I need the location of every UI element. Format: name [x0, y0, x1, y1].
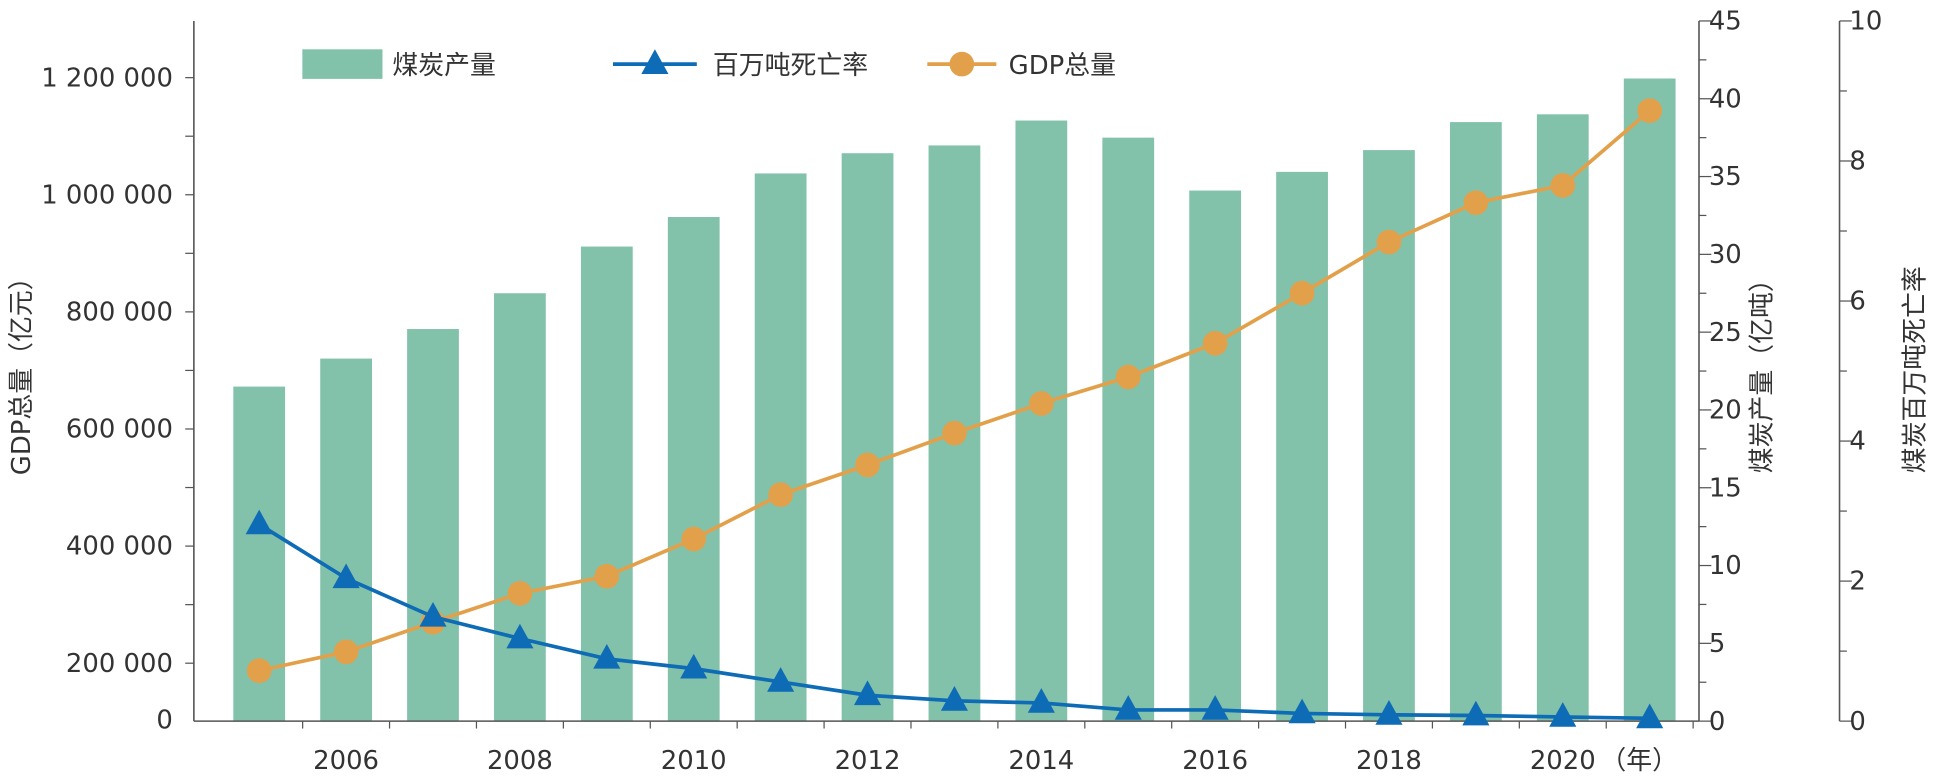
x-tick-label: 2014: [1008, 746, 1074, 776]
gdp-point-2008: [507, 581, 533, 606]
right-axis-1-tick-label: 0: [1709, 707, 1725, 737]
death-rate-point-2014: [1027, 688, 1055, 713]
x-tick-label: 2020: [1530, 746, 1596, 776]
gdp-point-2019: [1463, 190, 1489, 215]
death-rate-point-2021: [1636, 703, 1664, 729]
x-tick-label: 2016: [1182, 746, 1248, 776]
death-rate-point-2020: [1549, 702, 1577, 727]
coal-bar-2017: [1276, 171, 1328, 722]
death-rate-point-2005: [245, 509, 273, 535]
axes: 0 200 000 400 000 600 000 800 000 1 000 000 1 …: [41, 7, 1882, 777]
left-tick-label: 800 000: [66, 298, 173, 328]
coal-bar-2014: [1015, 120, 1068, 722]
left-tick-label: 200 000: [66, 649, 173, 679]
coal-bar-2011: [754, 173, 807, 722]
gdp-point-2006: [333, 639, 359, 665]
x-tick-label: 2006: [313, 746, 379, 776]
right-axis-1-tick-label: 25: [1709, 318, 1742, 348]
gdp-point-2020: [1550, 173, 1576, 198]
right-axis-1-tick-label: 10: [1709, 551, 1742, 581]
left-tick-label: 1 000 000: [41, 180, 173, 210]
gdp-point-2005: [246, 658, 272, 683]
coal-bar-2021: [1623, 78, 1676, 722]
gdp-point-2017: [1289, 280, 1315, 306]
death-rate-point-2011: [767, 667, 795, 692]
coal-bar-2006: [320, 358, 372, 722]
legend-triangle-icon: [641, 49, 669, 74]
legend-label-coal: 煤炭产量: [392, 51, 496, 81]
death-rate-point-2016: [1201, 695, 1229, 720]
right-axis-1-tick-label: 40: [1709, 84, 1742, 114]
death-rate-point-2013: [940, 686, 968, 711]
right-axis-2-tick-label: 2: [1849, 567, 1865, 597]
x-tick-label: 2018: [1356, 746, 1422, 776]
gdp-point-2018: [1376, 229, 1402, 255]
coal-bars: [233, 78, 1676, 722]
right-axis-2-tick-label: 4: [1849, 427, 1865, 457]
gdp-point-2012: [855, 452, 880, 478]
left-tick-label: 400 000: [66, 532, 173, 562]
right-axis-2-tick-label: 10: [1849, 7, 1882, 37]
gdp-point-2010: [681, 526, 707, 552]
death-rate-point-2012: [853, 680, 882, 706]
gdp-point-2009: [594, 563, 620, 589]
death-rate-point-2019: [1462, 700, 1490, 726]
right-axis-2-tick-label: 0: [1849, 707, 1865, 737]
death-rate-point-2006: [332, 563, 360, 589]
legend-label-death: 百万吨死亡率: [713, 51, 868, 81]
left-tick-label: 0: [156, 706, 172, 736]
gdp-point-2011: [768, 482, 793, 507]
gdp-point-2014: [1029, 391, 1054, 416]
coal-bar-2015: [1102, 137, 1155, 722]
right-axis-1-tick-label: 20: [1709, 396, 1742, 426]
gdp-point-2013: [942, 420, 967, 446]
death-rate-point-2009: [593, 644, 621, 669]
legend-circle-icon: [949, 51, 975, 77]
death-rate-point-2018: [1375, 700, 1403, 725]
death-rate-point-2015: [1114, 695, 1142, 720]
right-axis-2-tick-label: 6: [1849, 287, 1865, 317]
right-axis-2-title: 煤炭百万吨死亡率: [1900, 266, 1930, 473]
lines: [245, 98, 1664, 729]
coal-bar-2007: [407, 329, 459, 722]
legend-label-gdp: GDP总量: [1009, 51, 1116, 81]
gdp-point-2016: [1202, 330, 1228, 356]
left-tick-label: 1 200 000: [41, 63, 173, 93]
coal-bar-2010: [667, 217, 720, 722]
x-tick-label: 2012: [835, 746, 901, 776]
death-rate-point-2017: [1288, 698, 1316, 724]
right-axis-2-tick-label: 8: [1849, 147, 1865, 177]
right-axis-1-tick-label: 15: [1709, 473, 1742, 503]
right-axis-1-title: 煤炭产量（亿吨）: [1747, 266, 1777, 473]
right-axis-1-tick-label: 45: [1709, 7, 1742, 37]
x-tick-label: 2010: [661, 746, 727, 776]
coal-bar-2019: [1449, 122, 1502, 722]
death-rate-point-2010: [680, 653, 708, 679]
right-axis-1-tick-label: 5: [1709, 629, 1725, 659]
legend-swatch-coal: [302, 49, 383, 79]
x-axis-unit: （年）: [1600, 746, 1678, 776]
death-rate-point-2008: [506, 623, 534, 649]
coal-bar-2008: [494, 293, 546, 722]
right-axis-1-tick-label: 35: [1709, 162, 1742, 192]
gdp-point-2021: [1637, 98, 1663, 123]
gdp-point-2015: [1115, 364, 1141, 390]
left-axis-title: GDP总量（亿元）: [7, 264, 37, 475]
coal-bar-2020: [1536, 114, 1589, 722]
coal-bar-2009: [580, 246, 633, 722]
right-axis-1-tick-label: 30: [1709, 240, 1742, 270]
legend: 煤炭产量 百万吨死亡率 GDP总量: [302, 49, 1116, 81]
left-tick-label: 600 000: [66, 415, 173, 445]
x-tick-label: 2008: [487, 746, 553, 776]
coal-bar-2012: [841, 153, 894, 722]
death-rate-point-2007: [419, 602, 447, 627]
coal-bar-2016: [1189, 190, 1242, 722]
